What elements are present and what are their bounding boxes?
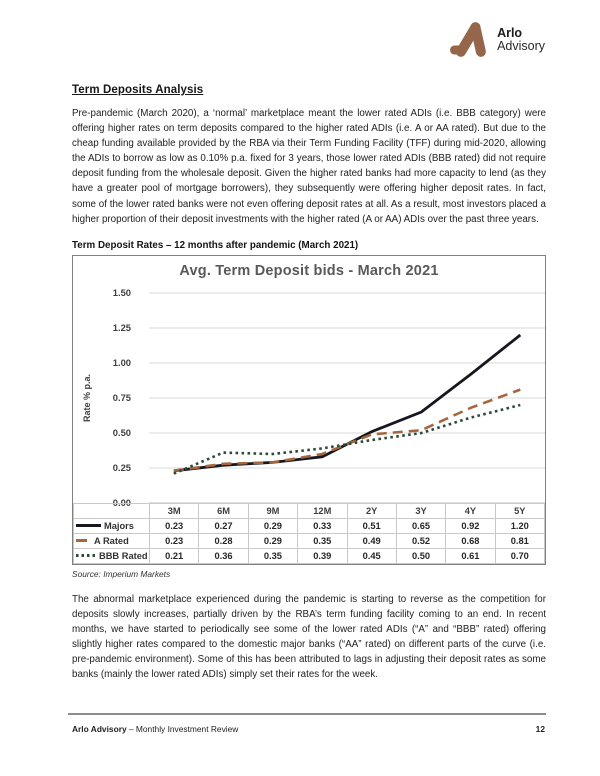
footer-text-row: Arlo Advisory – Monthly Investment Revie… — [72, 724, 545, 734]
chart-caption: Term Deposit Rates – 12 months after pan… — [72, 239, 359, 251]
series-name: A Rated — [94, 535, 129, 546]
legend-key-dashed-icon — [76, 539, 87, 543]
value-cell: 0.65 — [395, 517, 447, 534]
column-header: 9M — [247, 502, 299, 519]
footer-document-title: Arlo Advisory – Monthly Investment Revie… — [72, 724, 238, 734]
value-cell: 0.49 — [346, 532, 397, 549]
brand-wordmark: Arlo Advisory — [497, 25, 545, 54]
brand-logo: Arlo Advisory — [450, 20, 545, 60]
table-row: A Rated 0.23 0.28 0.29 0.35 0.49 0.52 0.68 0.81 — [73, 532, 546, 549]
value-cell: 0.29 — [247, 532, 299, 549]
value-cell: 0.23 — [148, 517, 200, 534]
intro-paragraph: Pre-pandemic (March 2020), a ‘normal’ ma… — [72, 108, 546, 225]
value-cell: 0.81 — [494, 532, 546, 549]
page-title: Term Deposits Analysis — [72, 84, 204, 96]
legend-entry: BBB Rated — [74, 551, 149, 561]
legend-cell: Majors — [73, 517, 150, 534]
y-tick-label: 1.25 — [112, 321, 131, 333]
legend-key-dotted-icon — [76, 554, 96, 558]
y-tick-label: 0.50 — [112, 426, 131, 438]
table-header-row: 3M 6M 9M 12M 2Y 3Y 4Y 5Y — [73, 502, 546, 519]
table-row: Majors 0.23 0.27 0.29 0.33 0.51 0.65 0.92 1.20 — [73, 517, 546, 534]
term-deposit-chart: Avg. Term Deposit bids - March 2021 Rate… — [72, 254, 546, 565]
column-header: 4Y — [445, 502, 496, 519]
value-cell: 1.20 — [494, 517, 546, 534]
document-body: Term Deposits Analysis Pre-pandemic (Mar… — [72, 84, 546, 681]
column-header: 3M — [148, 502, 200, 519]
source-note: Source: Imperium Markets — [72, 568, 171, 579]
value-cell: 0.35 — [297, 532, 348, 549]
value-cell: 0.28 — [198, 532, 249, 549]
value-cell: 0.68 — [445, 532, 496, 549]
legend-key-solid-icon — [76, 524, 101, 528]
y-tick-label: 0.25 — [112, 461, 131, 473]
value-cell: 0.33 — [297, 517, 348, 534]
plot-area — [149, 292, 545, 504]
column-header: 3Y — [395, 502, 447, 519]
series-name: Majors — [104, 520, 134, 531]
value-cell: 0.70 — [494, 547, 546, 564]
footer-divider — [68, 713, 546, 715]
y-axis-tick-labels: 1.50 1.25 1.00 0.75 0.50 0.25 0.00 — [73, 256, 139, 516]
brand-name-line1: Arlo — [497, 25, 523, 40]
y-tick-label: 1.00 — [112, 356, 131, 368]
footer-subtitle: – Monthly Investment Review — [126, 724, 239, 734]
series-line-bbb-rated — [173, 403, 521, 475]
column-header: 2Y — [346, 502, 397, 519]
value-cell: 0.39 — [297, 547, 348, 564]
value-cell: 0.23 — [148, 532, 200, 549]
series-name: BBB Rated — [99, 550, 148, 561]
value-cell: 0.50 — [395, 547, 447, 564]
legend-cell: BBB Rated — [73, 547, 150, 564]
legend-entry: Majors — [74, 521, 149, 531]
page-number: 12 — [535, 724, 545, 734]
value-cell: 0.45 — [346, 547, 397, 564]
value-cell: 0.61 — [445, 547, 496, 564]
y-tick-label: 0.00 — [112, 496, 131, 508]
value-cell: 0.92 — [445, 517, 496, 534]
series-line-majors — [173, 333, 522, 472]
value-cell: 0.29 — [247, 517, 299, 534]
column-header: 12M — [297, 502, 348, 519]
chart-data-table: 3M 6M 9M 12M 2Y 3Y 4Y 5Y Majors 0.23 0.27 0.29 0.33 0… — [73, 502, 546, 564]
y-tick-label: 1.50 — [112, 286, 131, 298]
y-tick-label: 0.75 — [112, 391, 131, 403]
table-row: BBB Rated 0.21 0.36 0.35 0.39 0.45 0.50 0.61 0.7… — [73, 547, 546, 564]
value-cell: 0.21 — [148, 547, 200, 564]
closing-paragraph: The abnormal marketplace experienced dur… — [72, 593, 546, 681]
footer-brand: Arlo Advisory — [72, 724, 127, 734]
brand-name-line2: Advisory — [497, 39, 545, 53]
value-cell: 0.27 — [198, 517, 249, 534]
legend-entry: A Rated — [74, 536, 149, 546]
table-corner-cell — [73, 502, 150, 519]
value-cell: 0.52 — [395, 532, 447, 549]
value-cell: 0.36 — [198, 547, 249, 564]
value-cell: 0.35 — [247, 547, 299, 564]
series-line-a-rated — [173, 388, 521, 472]
arlo-logo-icon — [450, 22, 486, 57]
legend-cell: A Rated — [73, 532, 150, 549]
chart-title: Avg. Term Deposit bids - March 2021 — [179, 262, 439, 279]
value-cell: 0.51 — [346, 517, 397, 534]
column-header: 6M — [198, 502, 249, 519]
column-header: 5Y — [494, 502, 546, 519]
